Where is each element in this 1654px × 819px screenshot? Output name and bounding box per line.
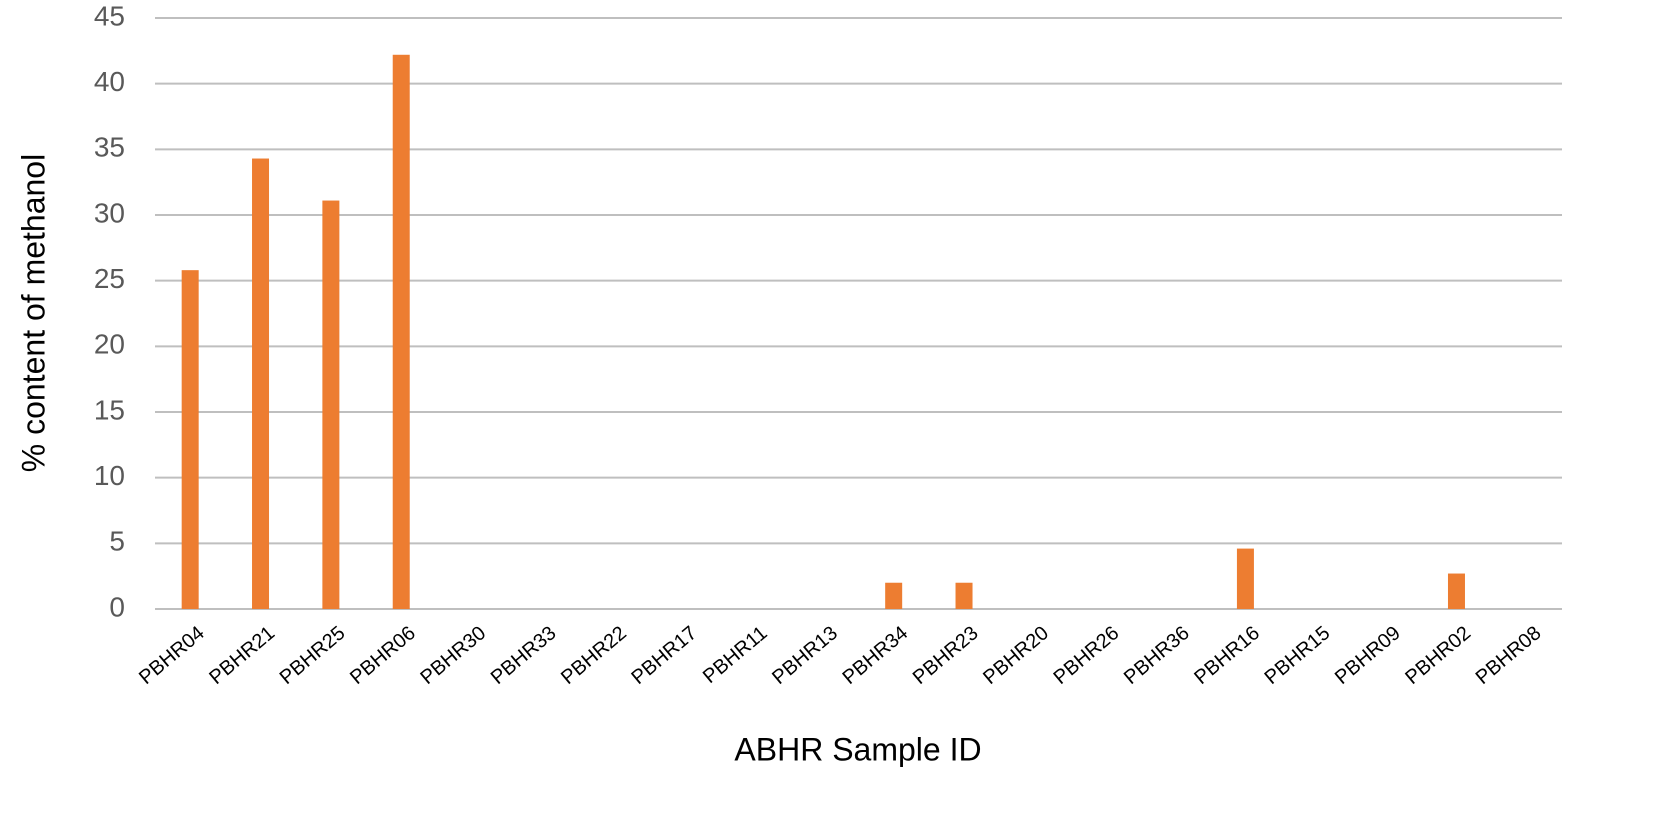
x-tick-label: PBHR23 [909, 622, 983, 689]
x-tick-label: PBHR08 [1472, 622, 1546, 689]
x-tick-label: PBHR13 [768, 622, 842, 689]
bar [1447, 573, 1465, 609]
bar [1236, 548, 1254, 609]
x-tick-label: PBHR11 [699, 622, 772, 688]
x-tick-label: PBHR15 [1261, 622, 1335, 689]
x-tick-label: PBHR34 [839, 622, 913, 689]
y-tick-label: 30 [94, 197, 125, 228]
x-tick-label: PBHR21 [205, 622, 279, 689]
y-tick-label: 40 [94, 66, 125, 97]
y-tick-label: 35 [94, 132, 125, 163]
x-tick-label: PBHR02 [1401, 622, 1475, 689]
bar [885, 582, 903, 609]
x-tick-label: PBHR30 [416, 622, 490, 689]
x-tick-label: PBHR25 [276, 622, 350, 689]
y-tick-label: 10 [94, 460, 125, 491]
bar [392, 54, 410, 610]
y-tick-label: 25 [94, 263, 125, 294]
x-tick-label: PBHR04 [135, 622, 209, 689]
y-tick-label: 15 [94, 394, 125, 425]
bar [252, 158, 270, 609]
x-tick-label: PBHR22 [557, 622, 631, 689]
x-axis-title: ABHR Sample ID [734, 731, 981, 767]
y-tick-label: 20 [94, 329, 125, 360]
x-tick-label: PBHR33 [487, 622, 561, 689]
y-tick-label: 5 [109, 526, 125, 557]
x-tick-label: PBHR26 [1050, 622, 1124, 689]
x-tick-label: PBHR09 [1331, 622, 1405, 689]
bar [322, 200, 340, 609]
y-tick-label: 45 [94, 0, 125, 31]
x-tick-label: PBHR16 [1190, 622, 1264, 689]
x-tick-label: PBHR20 [979, 622, 1053, 689]
bar [181, 270, 199, 609]
x-tick-label: PBHR36 [1120, 622, 1194, 689]
y-axis-title: % content of methanol [15, 154, 51, 472]
x-tick-label: PBHR06 [346, 622, 420, 689]
bar [955, 582, 973, 609]
x-tick-label: PBHR17 [627, 622, 701, 689]
y-tick-label: 0 [109, 591, 125, 622]
